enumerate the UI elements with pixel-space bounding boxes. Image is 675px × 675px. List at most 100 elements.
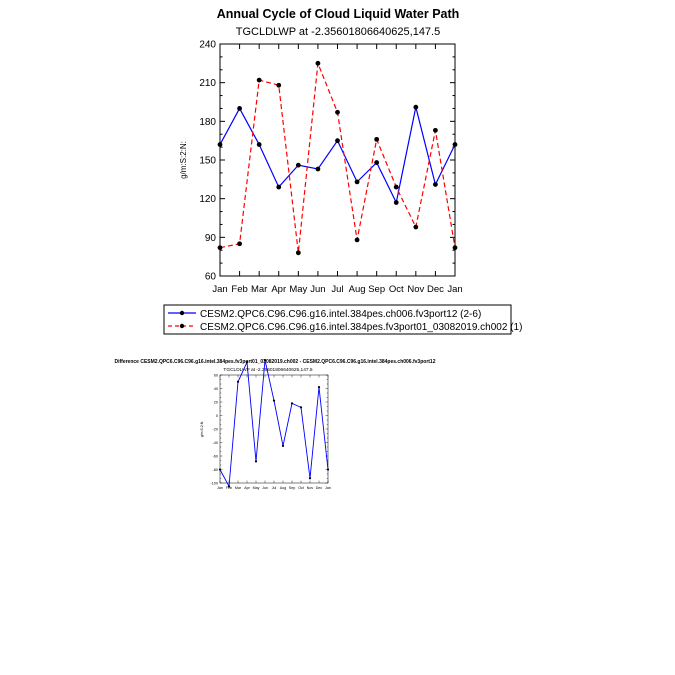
diff-x-tick-label: Jan <box>325 486 331 490</box>
diff-x-tick-label: May <box>253 486 260 490</box>
main-plot-frame <box>219 43 456 277</box>
main-x-tick-label: Apr <box>271 284 286 295</box>
main-series-2-line <box>219 63 456 253</box>
main-y-tick-label: 90 <box>205 233 217 244</box>
diff-x-tick-label: Aug <box>280 486 286 490</box>
diff-chart-subtitle: TGCLDLWP at -2.35601806640625,147.5 <box>223 367 312 373</box>
diff-series-1-point <box>254 460 258 463</box>
diff-series-1-point <box>317 386 321 389</box>
main-series-1-line <box>219 107 456 205</box>
main-x-tick-label: Sep <box>368 284 385 295</box>
main-series-1-point <box>354 179 360 185</box>
main-series-1-point <box>276 184 282 190</box>
main-series-1-point <box>374 160 380 165</box>
main-series-1-point <box>295 162 301 168</box>
main-x-tick-label: Mar <box>251 284 267 295</box>
main-y-tick-label: 180 <box>199 117 216 128</box>
legend-marker-series-1 <box>179 310 185 316</box>
main-series-2-point <box>354 237 360 243</box>
main-series-2-point <box>237 241 242 247</box>
main-x-tick-label: Jun <box>310 284 325 295</box>
main-y-tick-label: 60 <box>205 272 217 283</box>
main-series-1-point <box>393 200 399 205</box>
main-series-2-point <box>295 250 301 256</box>
main-x-tick-label: Jul <box>331 284 343 295</box>
main-y-tick-label: 120 <box>199 194 216 205</box>
main-x-tick-label: Jan <box>212 284 227 295</box>
diff-series-1-line <box>219 360 329 488</box>
main-chart-subtitle: TGCLDLWP at -2.35601806640625,147.5 <box>236 26 440 38</box>
main-series-2-point <box>315 60 321 66</box>
main-series-2-point <box>217 245 223 251</box>
main-x-tick-label: Oct <box>389 284 404 295</box>
diff-x-tick-label: Sep <box>289 486 295 490</box>
main-chart-legend: CESM2.QPC6.C96.C96.g16.intel.384pes.ch00… <box>163 304 522 335</box>
diff-x-tick-label: Apr <box>244 486 250 490</box>
diff-x-tick-label: Jan <box>217 486 223 490</box>
legend-box <box>163 304 512 335</box>
main-series-2-point <box>374 136 380 142</box>
main-chart-ylabel: g/m:S:2:N: <box>179 141 188 179</box>
main-chart-title: Annual Cycle of Cloud Liquid Water Path <box>217 7 460 21</box>
diff-y-tick-label: -60 <box>213 454 219 458</box>
diff-series-1-point <box>290 402 294 405</box>
diff-y-tick-label: -40 <box>213 441 219 445</box>
main-series-1-point <box>433 182 438 187</box>
diff-x-tick-label: Mar <box>235 486 242 490</box>
main-x-tick-label: May <box>289 284 307 295</box>
main-series-2-point <box>276 82 282 88</box>
main-x-tick-label: Nov <box>407 284 424 295</box>
diff-plot-frame <box>219 374 329 484</box>
diff-series-1-point <box>299 406 303 409</box>
main-y-tick-label: 240 <box>199 40 216 51</box>
diff-chart-ylabel: g/m:S:2:N: <box>200 421 204 438</box>
main-series-1-point <box>217 142 223 147</box>
diff-series-1-point <box>236 380 240 383</box>
legend-label-series-1: CESM2.QPC6.C96.C96.g16.intel.384pes.ch00… <box>200 309 481 320</box>
diff-x-tick-label: Jun <box>262 486 268 490</box>
main-series-2-point <box>335 109 340 115</box>
diff-y-tick-label: 0 <box>216 414 218 418</box>
main-series-1-point <box>315 166 321 172</box>
diff-y-tick-label: 40 <box>214 387 218 391</box>
diff-series-1-point <box>326 468 330 471</box>
main-series-1-point <box>452 142 458 147</box>
main-series-2-point <box>413 224 419 230</box>
main-series-2-point <box>452 245 458 251</box>
diff-y-tick-label: 60 <box>214 373 218 377</box>
diff-series-1-point <box>245 361 249 364</box>
diff-series-1-point <box>218 468 222 471</box>
legend-label-series-2: CESM2.QPC6.C96.C96.g16.intel.384pes.fv3p… <box>200 322 522 333</box>
main-series-2-point <box>256 77 262 83</box>
main-y-tick-label: 210 <box>199 78 216 89</box>
main-series-1-point <box>335 138 340 144</box>
main-x-tick-label: Jan <box>447 284 462 295</box>
main-plot-area: 60 90 120 150 180 210 240 Jan Feb Mar Apr May Jun Jul… <box>199 40 462 296</box>
main-series-2-point <box>433 127 438 133</box>
main-series-1-point <box>256 142 262 147</box>
diff-series-1-point <box>227 485 231 488</box>
diff-y-tick-label: 20 <box>214 400 218 404</box>
main-x-tick-label: Aug <box>349 284 366 295</box>
legend-marker-series-2 <box>179 323 185 329</box>
main-x-tick-label: Dec <box>427 284 444 295</box>
diff-series-1-point <box>281 444 285 447</box>
diff-series-1-point <box>308 477 312 480</box>
diff-x-tick-label: Jul <box>272 486 277 490</box>
diff-series-1-point <box>263 359 267 362</box>
diff-y-tick-label: -20 <box>213 427 219 431</box>
main-series-2-point <box>393 184 399 190</box>
diff-x-tick-label: Nov <box>307 486 314 490</box>
main-series-1-point <box>413 104 419 110</box>
diff-y-tick-label: -80 <box>213 468 219 472</box>
diff-chart-title: Difference CESM2.QPC6.C96.C96.g16.intel.… <box>115 359 436 365</box>
diff-y-tick-label: -100 <box>210 481 218 485</box>
main-y-tick-label: 150 <box>199 156 216 167</box>
diff-x-tick-label: Oct <box>298 486 304 490</box>
diff-x-tick-label: Feb <box>226 486 232 490</box>
main-series-1-point <box>237 106 242 111</box>
diff-series-1-point <box>272 399 276 402</box>
diff-x-tick-label: Dec <box>316 486 323 490</box>
